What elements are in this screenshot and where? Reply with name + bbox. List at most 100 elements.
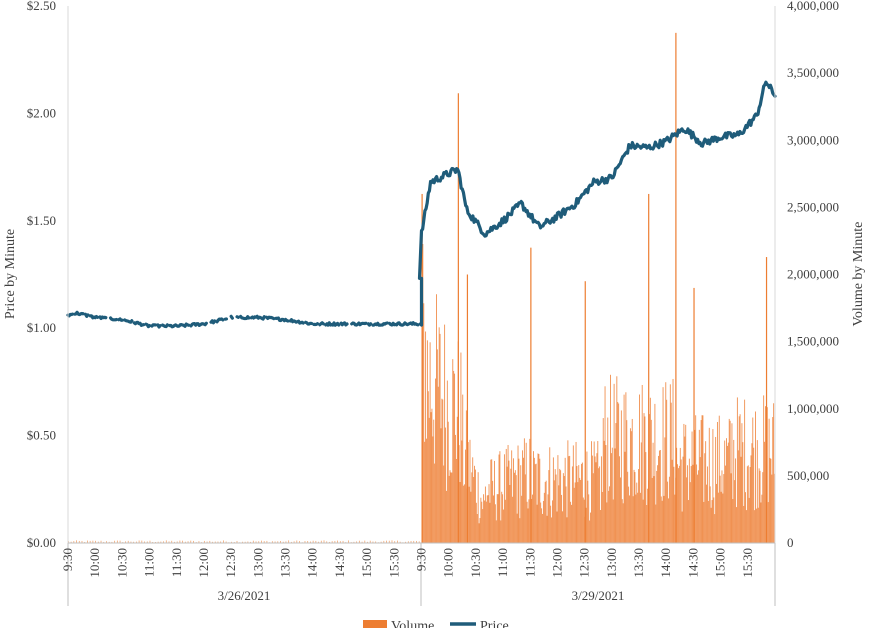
volume-bar	[571, 466, 573, 543]
volume-bar	[715, 436, 717, 543]
right-tick-label: 2,500,000	[787, 199, 839, 214]
volume-bar	[746, 466, 748, 543]
volume-bar	[765, 406, 766, 543]
price-line-segment	[98, 315, 108, 321]
price-line-segment	[108, 316, 119, 322]
volume-bar	[556, 511, 558, 543]
volume-bar	[720, 491, 722, 543]
volume-bar	[751, 443, 753, 543]
volume-bar	[103, 541, 105, 543]
volume-bar	[767, 502, 769, 543]
price-line-segment	[168, 322, 191, 329]
volume-bar	[553, 480, 555, 543]
volume-bar	[745, 510, 747, 543]
volume-bar	[531, 498, 533, 543]
volume-bar	[517, 445, 519, 543]
volume-bar	[568, 456, 570, 543]
right-tick-label: 0	[787, 535, 794, 550]
volume-bar	[274, 541, 276, 543]
volume-bar	[513, 472, 515, 543]
volume-bar	[501, 491, 503, 543]
volume-bar	[598, 468, 600, 543]
volume-bar	[277, 541, 279, 543]
volume-bar	[484, 500, 485, 543]
volume-bar	[508, 460, 510, 543]
volume-bar	[432, 436, 434, 543]
volume-bar	[244, 541, 246, 543]
volume-bar	[698, 429, 700, 543]
volume-spike	[693, 287, 695, 543]
volume-bar	[630, 431, 632, 543]
volume-spike	[648, 193, 650, 543]
volume-bar	[468, 486, 470, 543]
volume-bar	[581, 462, 583, 543]
volume-bar	[424, 441, 426, 543]
volume-bar	[484, 486, 486, 543]
volume-bar	[620, 410, 622, 543]
volume-bar	[665, 382, 667, 543]
volume-bar	[624, 451, 626, 543]
volume-bar	[97, 541, 99, 543]
volume-bar	[520, 465, 522, 543]
volume-bar	[736, 507, 737, 543]
time-tick-label: 13:30	[278, 548, 293, 578]
volume-bar	[682, 456, 684, 543]
volume-bar	[130, 541, 132, 543]
volume-bar	[669, 384, 671, 543]
volume-bar	[461, 440, 463, 543]
volume-bar	[671, 459, 673, 543]
volume-bar	[585, 507, 587, 543]
price-line-group	[66, 80, 777, 329]
volume-bar	[643, 413, 645, 543]
volume-bar	[460, 352, 462, 543]
volume-bar	[462, 394, 464, 543]
volume-bar	[399, 541, 401, 543]
volume-bar	[141, 540, 143, 543]
volume-spike	[765, 257, 768, 543]
volume-bar	[435, 378, 436, 543]
volume-bar	[433, 419, 435, 543]
volume-bar	[537, 453, 539, 543]
volume-bar	[410, 541, 412, 543]
volume-bar	[703, 501, 705, 543]
volume-bar	[293, 541, 295, 543]
volume-bar	[299, 541, 300, 543]
volume-bar	[661, 500, 663, 543]
volume-bar	[542, 500, 544, 543]
volume-bar	[490, 459, 492, 543]
volume-bar	[676, 447, 678, 543]
volume-bar	[761, 494, 763, 543]
volume-bar	[506, 466, 508, 543]
price-line-segment	[235, 315, 240, 319]
volume-bar	[380, 541, 382, 543]
volume-bar	[591, 455, 593, 543]
volume-bar	[503, 509, 504, 543]
price-line-segment	[387, 321, 420, 327]
volume-bar	[168, 541, 170, 543]
volume-spike	[675, 32, 677, 543]
volume-bar	[632, 496, 634, 543]
volume-bar	[171, 540, 173, 543]
volume-bar	[587, 480, 589, 543]
volume-bar	[331, 541, 333, 543]
volume-bar	[428, 417, 430, 543]
volume-bar	[73, 541, 75, 543]
volume-bar	[426, 340, 428, 543]
volume-bar	[571, 504, 572, 543]
volume-bar	[444, 324, 446, 543]
price-line-segment	[324, 321, 341, 327]
volume-bar	[483, 494, 485, 543]
volume-bar	[441, 398, 443, 543]
volume-bar	[439, 333, 441, 543]
volume-bar	[586, 451, 588, 543]
volume-bar	[607, 417, 609, 543]
time-tick-label: 12:00	[196, 548, 211, 578]
volume-bar	[356, 541, 358, 543]
volume-bar	[388, 540, 390, 543]
volume-bar	[613, 383, 615, 543]
volume-bar	[494, 504, 496, 543]
volume-bar	[489, 502, 491, 543]
volume-bar	[447, 421, 449, 543]
volume-bar	[718, 415, 720, 543]
volume-bar	[589, 520, 591, 543]
